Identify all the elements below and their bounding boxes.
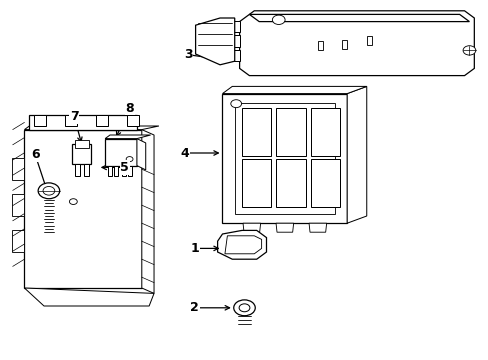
Polygon shape <box>12 194 24 216</box>
Polygon shape <box>108 166 112 176</box>
Polygon shape <box>83 164 88 176</box>
Polygon shape <box>142 130 154 293</box>
Polygon shape <box>24 130 142 288</box>
Polygon shape <box>224 35 239 47</box>
Circle shape <box>38 183 60 199</box>
Polygon shape <box>75 140 88 148</box>
Circle shape <box>233 300 255 316</box>
Polygon shape <box>310 108 339 156</box>
Polygon shape <box>308 223 326 232</box>
Polygon shape <box>366 36 371 45</box>
Polygon shape <box>249 14 468 22</box>
Text: 1: 1 <box>190 242 199 255</box>
Polygon shape <box>12 230 24 252</box>
Polygon shape <box>72 144 91 164</box>
Circle shape <box>126 157 133 162</box>
Polygon shape <box>127 166 131 176</box>
Text: 7: 7 <box>70 111 79 123</box>
Polygon shape <box>346 86 366 223</box>
Polygon shape <box>276 108 305 156</box>
Circle shape <box>230 100 241 108</box>
Polygon shape <box>29 115 137 130</box>
Polygon shape <box>105 135 150 139</box>
Polygon shape <box>65 115 77 126</box>
Polygon shape <box>12 158 24 180</box>
Polygon shape <box>317 41 322 50</box>
Circle shape <box>239 304 249 312</box>
Text: 4: 4 <box>180 147 189 159</box>
Polygon shape <box>243 223 260 232</box>
Circle shape <box>462 46 475 55</box>
Polygon shape <box>75 164 80 176</box>
Polygon shape <box>114 166 118 176</box>
Polygon shape <box>242 108 271 156</box>
Circle shape <box>69 199 77 204</box>
Polygon shape <box>275 223 293 232</box>
Polygon shape <box>122 166 125 176</box>
Polygon shape <box>127 115 139 126</box>
Text: 6: 6 <box>31 148 40 161</box>
Polygon shape <box>222 94 346 223</box>
Polygon shape <box>310 159 339 207</box>
Polygon shape <box>242 159 271 207</box>
Polygon shape <box>137 139 145 170</box>
Polygon shape <box>224 50 239 61</box>
Polygon shape <box>239 11 473 76</box>
Polygon shape <box>34 115 46 126</box>
Polygon shape <box>96 115 108 126</box>
Polygon shape <box>276 159 305 207</box>
Polygon shape <box>195 18 234 65</box>
Polygon shape <box>24 126 159 130</box>
Text: 3: 3 <box>183 48 192 61</box>
Circle shape <box>43 186 55 195</box>
Polygon shape <box>224 21 239 32</box>
Polygon shape <box>217 230 266 259</box>
Polygon shape <box>105 139 137 166</box>
Circle shape <box>272 15 285 24</box>
Text: 8: 8 <box>125 102 134 114</box>
Polygon shape <box>24 288 154 306</box>
Text: 5: 5 <box>120 161 129 174</box>
Text: 2: 2 <box>190 301 199 314</box>
Polygon shape <box>342 40 346 49</box>
Polygon shape <box>222 86 366 94</box>
